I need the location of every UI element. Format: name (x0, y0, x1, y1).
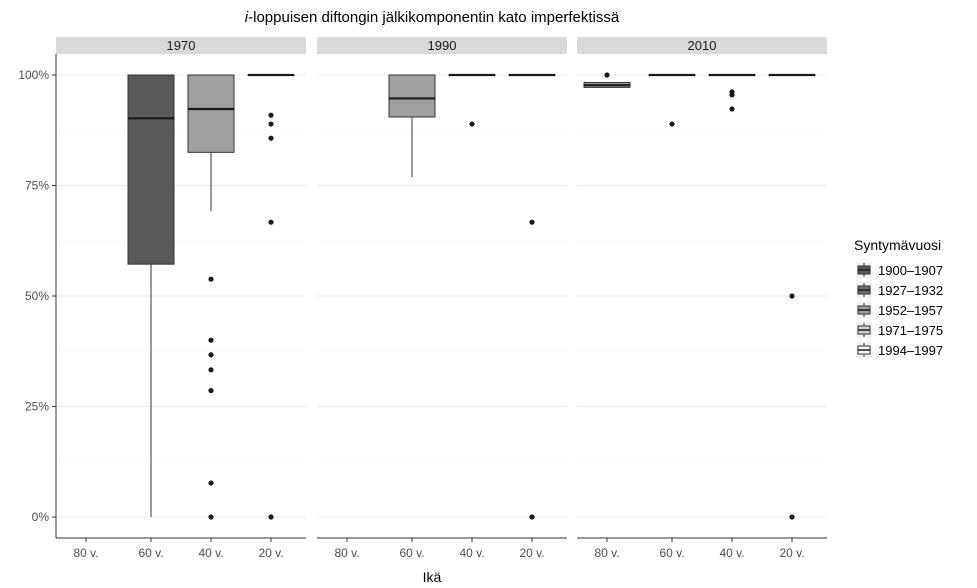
x-tick-label: 80 v. (334, 546, 359, 560)
outlier-point (268, 219, 274, 225)
facet-strip (577, 37, 827, 54)
legend-label: 1971–1975 (878, 323, 943, 338)
outlier-point (268, 135, 274, 141)
facet-strip (317, 37, 567, 54)
facet-strip-label: 1970 (167, 38, 196, 53)
outlier-point (268, 112, 274, 118)
legend-entry: 1927–1932 (856, 282, 943, 298)
box-1990-40v (448, 73, 496, 127)
legend-label: 1927–1932 (878, 283, 943, 298)
outlier-point (208, 276, 214, 282)
outlier-point (268, 514, 274, 520)
y-tick-label: 0% (32, 510, 50, 524)
outlier-point (208, 337, 214, 343)
x-tick-label: 20 v. (258, 546, 283, 560)
legend-entry: 1994–1997 (856, 342, 943, 358)
x-tick-label: 60 v. (659, 546, 684, 560)
box-iqr (127, 74, 175, 265)
outlier-point (208, 514, 214, 520)
y-tick-label: 25% (25, 400, 49, 414)
facet-panel-1970: 1970 80 v. 60 v. 40 v. 20 v. (56, 37, 306, 560)
x-tick-label: 20 v. (779, 546, 804, 560)
outlier-point (789, 293, 795, 299)
box-1970-40v (187, 74, 235, 520)
facet-strip (56, 37, 306, 54)
y-tick-label: 75% (25, 179, 49, 193)
y-tick-label: 50% (25, 289, 49, 303)
chart-title: i-loppuisen diftongin jälkikomponentin k… (245, 9, 620, 26)
x-tick-label: 40 v. (719, 546, 744, 560)
x-tick-label: 80 v. (594, 546, 619, 560)
legend-label: 1952–1957 (878, 303, 943, 318)
box-2010-80v (583, 72, 631, 88)
x-axis-title: Ikä (423, 569, 442, 585)
y-axis: 0% 25% 50% 75% 100% (18, 54, 57, 538)
outlier-point (469, 121, 475, 127)
legend-label: 1900–1907 (878, 263, 943, 278)
box-2010-20v (768, 73, 816, 520)
box-1990-20v (508, 73, 556, 520)
outlier-point (529, 219, 535, 225)
x-tick-label: 60 v. (138, 546, 163, 560)
outlier-point (529, 514, 535, 520)
outlier-point (268, 121, 274, 127)
x-tick-label: 40 v. (459, 546, 484, 560)
outlier-point (789, 514, 795, 520)
facet-panel-2010: 2010 80 v. 60 v. 40 v. 20 v. (577, 37, 827, 560)
outlier-point (604, 72, 610, 78)
outlier-point (208, 352, 214, 358)
outlier-point (208, 480, 214, 486)
legend: Syntymävuosi 1900–1907 1927–1932 1952–1957 1… (854, 237, 943, 358)
box-iqr (388, 74, 436, 118)
outlier-point (669, 121, 675, 127)
outlier-point (729, 92, 735, 98)
legend-title: Syntymävuosi (854, 237, 941, 253)
panels-group: 1970 80 v. 60 v. 40 v. 20 v. 1990 80 v. 60 v. 40… (56, 37, 827, 560)
facet-strip-label: 1990 (428, 38, 457, 53)
y-tick-label: 100% (18, 68, 49, 82)
outlier-point (208, 367, 214, 373)
x-tick-label: 80 v. (73, 546, 98, 560)
legend-entry: 1952–1957 (856, 302, 943, 318)
facet-strip-label: 2010 (688, 38, 717, 53)
x-tick-label: 20 v. (519, 546, 544, 560)
chart-title-prefix: i (245, 9, 249, 26)
outlier-point (729, 106, 735, 112)
box-iqr (187, 74, 235, 153)
box-2010-40v (708, 73, 756, 112)
outlier-point (208, 387, 214, 394)
legend-label: 1994–1997 (878, 343, 943, 358)
legend-entry: 1971–1975 (856, 322, 943, 338)
x-tick-label: 60 v. (399, 546, 424, 560)
box-2010-60v (648, 73, 696, 127)
box-1970-20v (247, 73, 295, 520)
box-1970-60v (127, 74, 175, 517)
x-tick-label: 40 v. (198, 546, 223, 560)
legend-entry: 1900–1907 (856, 262, 943, 278)
box-1990-60v (388, 74, 436, 178)
facet-panel-1990: 1990 80 v. 60 v. 40 v. 20 v. (317, 37, 567, 560)
chart-title-rest: -loppuisen diftongin jälkikomponentin ka… (248, 9, 620, 26)
